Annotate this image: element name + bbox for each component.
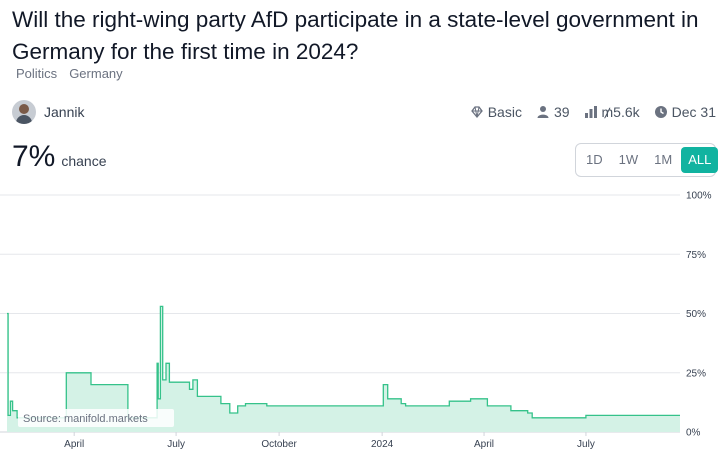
clock-icon: [654, 106, 667, 118]
range-1m-button[interactable]: 1M: [654, 152, 673, 167]
market-stats: Basic 39 ₥5.6k Dec 31: [470, 104, 716, 120]
avatar[interactable]: [12, 100, 36, 124]
volume-value: ₥5.6k: [601, 104, 640, 120]
author-info[interactable]: Jannik: [12, 100, 84, 124]
y-tick-label: 25%: [686, 368, 706, 379]
tier-label: Basic: [487, 104, 522, 120]
probability-area: [7, 306, 680, 432]
x-tick-label: October: [261, 439, 297, 450]
traders-count[interactable]: 39: [536, 104, 570, 120]
volume-stat[interactable]: ₥5.6k: [584, 104, 640, 120]
bar-chart-icon: [584, 106, 597, 118]
tag-politics[interactable]: Politics: [16, 66, 58, 81]
x-tick-label: July: [167, 439, 185, 450]
traders-value: 39: [553, 104, 570, 120]
watermark-background: [18, 409, 174, 427]
tag-germany[interactable]: Germany: [69, 66, 123, 81]
user-icon: [537, 106, 549, 118]
crystal-icon: [470, 106, 483, 119]
time-range-selector: 1D 1W 1M ALL: [575, 143, 719, 177]
probability-display: 7% chance: [12, 140, 107, 174]
y-tick-label: 50%: [686, 309, 706, 320]
probability-line: [7, 305, 680, 419]
x-tick-label: April: [64, 439, 84, 450]
x-tick-label: 2024: [371, 439, 394, 450]
y-tick-label: 100%: [686, 191, 712, 202]
source-watermark: Source: manifold.markets: [23, 413, 148, 425]
range-all-button[interactable]: ALL: [681, 147, 719, 173]
y-tick-label: 75%: [686, 250, 706, 261]
tier-badge[interactable]: Basic: [470, 104, 522, 120]
market-title: Will the right-wing party AfD participat…: [12, 7, 699, 64]
y-tick-label: 0%: [686, 428, 701, 439]
tag-list: Politics Germany: [16, 66, 123, 81]
probability-value: 7%: [12, 140, 56, 173]
x-tick-label: July: [577, 439, 595, 450]
author-name[interactable]: Jannik: [44, 104, 85, 120]
x-tick-label: April: [474, 439, 494, 450]
probability-chart[interactable]: 0% 25% 50% 75% 100% April July October 2024 April…: [0, 186, 722, 457]
range-1w-button[interactable]: 1W: [618, 152, 639, 167]
probability-label: chance: [61, 153, 107, 169]
range-1d-button[interactable]: 1D: [586, 152, 603, 167]
close-date[interactable]: Dec 31: [654, 104, 716, 120]
close-date-value: Dec 31: [671, 104, 716, 120]
